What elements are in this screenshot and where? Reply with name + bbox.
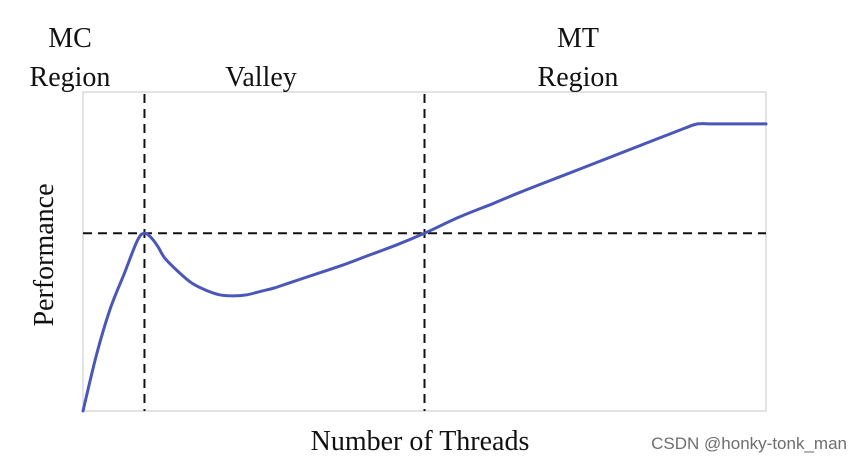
mc-region-label-line1: MC (48, 23, 92, 54)
watermark-text: CSDN @honky-tonk_man (651, 434, 847, 453)
mc-region-label-line2: Region (30, 62, 111, 93)
mt-region-label-line1: MT (557, 23, 599, 54)
plot-area (81, 91, 768, 413)
y-axis-label: Performance (29, 183, 60, 326)
x-axis-label: Number of Threads (311, 426, 530, 457)
mt-region-label-line2: Region (538, 62, 619, 93)
performance-series-line (81, 122, 768, 413)
valley-label: Valley (225, 62, 297, 93)
